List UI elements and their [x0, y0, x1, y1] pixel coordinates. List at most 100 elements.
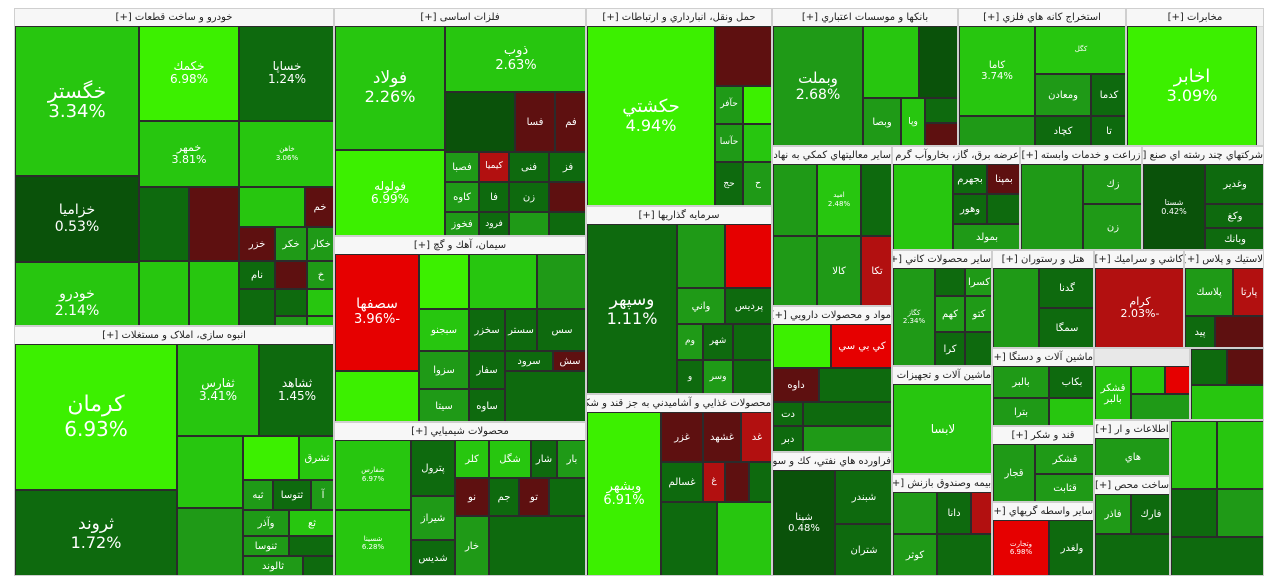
- tile-khgostar[interactable]: خگستر 3.34%: [15, 26, 139, 176]
- tile-sstar[interactable]: سستر: [505, 309, 537, 351]
- tile-mining-a[interactable]: [959, 116, 1035, 145]
- tile-invest-b[interactable]: [725, 224, 771, 288]
- tile-kra[interactable]: كرا: [935, 332, 965, 365]
- tile-small-b3[interactable]: [1191, 385, 1263, 419]
- tile-cement-f[interactable]: [505, 371, 585, 421]
- tile-construction-d[interactable]: [289, 536, 333, 556]
- tile-khkr[interactable]: خكر: [275, 227, 307, 261]
- tile-auto-c[interactable]: [239, 187, 305, 227]
- tile-kowsar[interactable]: كوثر: [893, 534, 937, 575]
- tile-fa[interactable]: فا: [479, 182, 509, 212]
- tile-keram[interactable]: كرام -2.03%: [1095, 268, 1183, 347]
- tile-construction-a[interactable]: [177, 436, 243, 508]
- sector-cement-title[interactable]: سيمان، آهك و گچ [+]: [335, 237, 585, 255]
- sector-banks-title[interactable]: بانكها و موسسات اعتباري [+]: [773, 9, 957, 27]
- tile-vm[interactable]: وم: [677, 324, 703, 360]
- tile-sfars[interactable]: ثفارس 3.41%: [177, 344, 259, 436]
- tile-small-b2[interactable]: [1227, 349, 1263, 385]
- tile-foloole[interactable]: فولوله 6.99%: [335, 150, 445, 235]
- tile-banks-a[interactable]: [863, 26, 919, 98]
- tile-shasta[interactable]: شستا 0.42%: [1143, 164, 1205, 249]
- tile-h[interactable]: ح: [743, 162, 771, 205]
- tile-small-a5[interactable]: [1171, 537, 1263, 575]
- tile-auto-e[interactable]: [189, 261, 239, 325]
- tile-construction-b[interactable]: [243, 436, 299, 480]
- tile-fesba[interactable]: فصبا: [445, 152, 479, 182]
- tile-small-a2[interactable]: [1217, 421, 1263, 489]
- tile-bar[interactable]: بار: [557, 440, 585, 478]
- tile-shtran[interactable]: شتران: [835, 524, 891, 575]
- tile-pharma-c[interactable]: [803, 402, 891, 426]
- tile-vhour[interactable]: وهور: [953, 194, 987, 224]
- tile-labsa[interactable]: بالبر: [993, 366, 1049, 398]
- tile-shiraz[interactable]: شيراز: [411, 496, 455, 540]
- tile-auto-kh1[interactable]: خ: [307, 261, 333, 289]
- tile-shar[interactable]: شار: [531, 440, 557, 478]
- tile-ghd[interactable]: غد: [741, 412, 771, 462]
- tile-vbshahr[interactable]: وبشهر 6.91%: [587, 412, 661, 575]
- tile-small-b1[interactable]: [1191, 349, 1227, 385]
- tile-sa[interactable]: آ: [311, 480, 333, 510]
- tile-foolad[interactable]: فولاد 2.26%: [335, 26, 445, 150]
- tile-sa2[interactable]: ثع: [289, 510, 333, 536]
- sector-insurance-title[interactable]: بيمه وصندوق بازنش [+]: [893, 475, 991, 493]
- sector-hotel-title[interactable]: هتل و رستوران [+]: [993, 251, 1093, 269]
- tile-transport-b[interactable]: [743, 86, 771, 124]
- tile-ghazar[interactable]: غزر: [661, 412, 703, 462]
- tile-vkogh[interactable]: وكغ: [1205, 204, 1263, 228]
- tile-insurance-b[interactable]: [971, 492, 991, 534]
- tile-kama[interactable]: كاما 3.74%: [959, 26, 1035, 116]
- tile-services-a[interactable]: [1095, 534, 1169, 575]
- tile-auto-h[interactable]: [275, 289, 307, 316]
- tile-khm[interactable]: خم: [305, 187, 333, 227]
- tile-invest-a[interactable]: [677, 224, 725, 288]
- tile-hay[interactable]: هاي: [1095, 438, 1169, 475]
- tile-hotel-a[interactable]: [993, 268, 1039, 347]
- tile-jam[interactable]: جم: [489, 478, 519, 516]
- tile-metals-c[interactable]: [509, 212, 549, 235]
- tile-ss[interactable]: سس: [537, 309, 585, 351]
- tile-khahen[interactable]: خاهن 3.06%: [239, 121, 333, 187]
- tile-taka[interactable]: تكا: [861, 236, 891, 305]
- tile-skhazar[interactable]: سخزر: [469, 309, 505, 351]
- tile-invest-d[interactable]: [733, 360, 771, 393]
- sector-auto-title[interactable]: خودرو و ساخت قطعات [+]: [15, 9, 333, 27]
- sector-construction-title[interactable]: انبوه سازی، املاک و مستغلات [+]: [15, 327, 333, 345]
- tile-transport-a[interactable]: [715, 26, 771, 86]
- tile-parta[interactable]: پارتا: [1233, 268, 1263, 316]
- tile-fesa[interactable]: فسا: [515, 92, 555, 152]
- sector-transport-title[interactable]: حمل ونقل، انبارداري و ارتباطات [+]: [587, 9, 771, 27]
- tile-auto-k[interactable]: [307, 316, 333, 325]
- tile-balbar[interactable]: [1165, 366, 1189, 394]
- tile-bjahrom[interactable]: بجهرم: [953, 164, 987, 194]
- tile-auto-b[interactable]: [189, 187, 239, 261]
- tile-shsina[interactable]: شسينا 6.28%: [335, 510, 411, 575]
- tile-khsapa[interactable]: خساپا 1.24%: [239, 26, 333, 121]
- tile-ssh[interactable]: سش: [553, 351, 585, 371]
- tile-auto-d[interactable]: [139, 261, 189, 325]
- tile-khkomak[interactable]: خكمك 6.98%: [139, 26, 239, 121]
- sector-sugar-title[interactable]: قند و شكر [+]: [993, 427, 1093, 445]
- tile-construction-e[interactable]: [303, 556, 333, 575]
- tile-vani[interactable]: واني: [677, 288, 725, 324]
- sector-rubber-title[interactable]: لاستيك و پلاس [+]: [1185, 251, 1263, 269]
- sector-metals-title[interactable]: فلزات اساسی [+]: [335, 9, 585, 27]
- tile-v[interactable]: و: [677, 360, 703, 393]
- sector-services-title[interactable]: ساخت محص [+]: [1095, 477, 1169, 495]
- tile-khmehr[interactable]: خمهر 3.81%: [139, 121, 239, 187]
- sector-agri-title[interactable]: زراعت و خدمات وابسته [+]: [1021, 147, 1141, 165]
- sector-utility-title[interactable]: عرضه برق، گاز، بخاروآب گرم [+]: [893, 147, 1019, 165]
- tile-vpa[interactable]: وپا: [901, 98, 925, 145]
- tile-auto-a[interactable]: [139, 187, 189, 261]
- tile-snosa[interactable]: ثنوسا: [243, 536, 289, 556]
- tile-sbeh[interactable]: ثبه: [243, 480, 273, 510]
- tile-nonmetal-a[interactable]: [935, 268, 965, 296]
- tile-metals-d[interactable]: [549, 212, 585, 235]
- tile-ghsabet[interactable]: قثابت: [1035, 474, 1093, 501]
- tile-invest-c[interactable]: [733, 324, 771, 360]
- tile-khkar[interactable]: خكار: [307, 227, 333, 261]
- tile-shpna[interactable]: شپنا 0.48%: [773, 470, 835, 575]
- tile-kerman[interactable]: كرمان 6.93%: [15, 344, 177, 490]
- tile-vsar[interactable]: وسر: [703, 360, 733, 393]
- tile-small-a4[interactable]: [1217, 489, 1263, 537]
